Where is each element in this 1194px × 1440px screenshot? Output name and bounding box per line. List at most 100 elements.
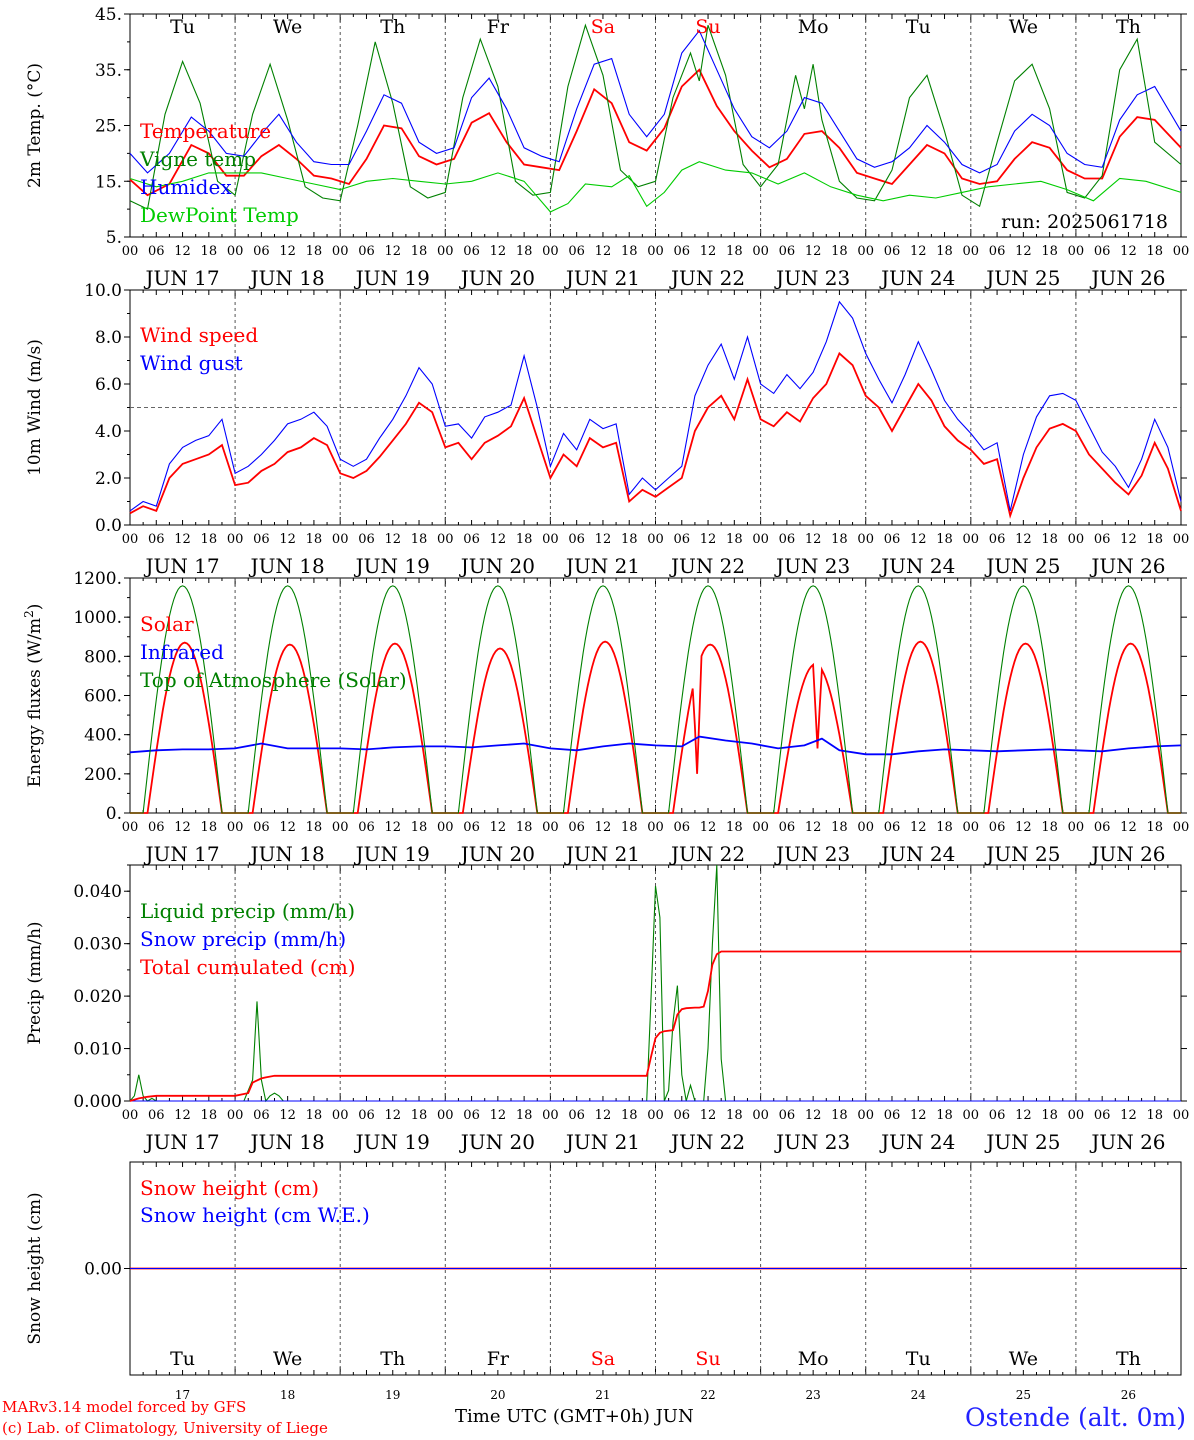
- weekday-label: Su: [695, 16, 720, 38]
- hour-label: 00: [332, 1108, 349, 1123]
- hour-label: 06: [253, 1108, 270, 1123]
- hour-label: 00: [752, 1108, 769, 1123]
- hour-label: 00: [332, 532, 349, 547]
- date-label: JUN 19: [354, 266, 430, 290]
- hour-label: 18: [516, 820, 533, 835]
- hour-label: 12: [805, 532, 822, 547]
- hour-label: 06: [1094, 244, 1111, 259]
- date-label: JUN 18: [249, 266, 325, 290]
- date-label: JUN 21: [564, 1130, 640, 1154]
- day-number-label: 23: [806, 1388, 821, 1402]
- hour-label: 06: [989, 532, 1006, 547]
- hour-label: 18: [726, 1108, 743, 1123]
- series-line-2: [129, 950, 1181, 1102]
- hour-label: 12: [1120, 1108, 1137, 1123]
- hour-label: 00: [122, 532, 139, 547]
- legend-entry: Infrared: [140, 640, 224, 664]
- hour-label: 00: [752, 532, 769, 547]
- hour-label: 00: [857, 244, 874, 259]
- hour-label: 18: [1146, 244, 1163, 259]
- legend-entry: Liquid precip (mm/h): [140, 899, 355, 923]
- y-tick-label: 6.0: [95, 375, 122, 395]
- hour-label: 00: [227, 532, 244, 547]
- hour-label: 12: [910, 532, 927, 547]
- hour-label: 00: [647, 244, 664, 259]
- hour-label: 12: [805, 1108, 822, 1123]
- weekday-label: Sa: [591, 16, 615, 38]
- x-axis-title: Time UTC (GMT+0h) JUN: [455, 1406, 694, 1427]
- y-tick-label: 0.030: [73, 935, 122, 955]
- hour-label: 06: [989, 820, 1006, 835]
- hour-label: 06: [148, 820, 165, 835]
- hour-label: 12: [700, 244, 717, 259]
- panel-2: [124, 289, 1187, 526]
- hour-label: 12: [490, 244, 507, 259]
- hour-label: 18: [1146, 1108, 1163, 1123]
- y-tick-label: 8.0: [95, 328, 122, 348]
- hour-label: 12: [174, 244, 191, 259]
- hour-label: 18: [936, 1108, 953, 1123]
- hour-label: 12: [174, 532, 191, 547]
- hour-label: 06: [779, 532, 796, 547]
- hour-label: 12: [279, 820, 296, 835]
- hour-label: 06: [358, 244, 375, 259]
- y-tick-label: 1200.: [73, 569, 122, 589]
- hour-label: 18: [306, 820, 323, 835]
- weekday-label: Th: [380, 16, 405, 38]
- weekday-label: Tu: [906, 16, 931, 38]
- panel-3: [124, 577, 1187, 814]
- hour-label: 12: [279, 532, 296, 547]
- hour-label: 18: [621, 1108, 638, 1123]
- y-tick-label: 15.: [95, 172, 122, 192]
- weekday-label: Su: [695, 1348, 720, 1370]
- weekday-label: Tu: [170, 1348, 195, 1370]
- hour-label: 00: [1173, 1108, 1190, 1123]
- y-axis-label: Precip (mm/h): [25, 921, 45, 1044]
- y-tick-label: 0.0: [95, 516, 122, 536]
- hour-label: 06: [674, 820, 691, 835]
- hour-label: 12: [700, 1108, 717, 1123]
- y-tick-label: 35.: [95, 61, 122, 81]
- legend-entry: Top of Atmosphere (Solar): [140, 668, 407, 692]
- y-tick-label: 10.0: [84, 281, 122, 301]
- y-tick-label: 5.: [106, 228, 122, 248]
- weekday-label: Th: [380, 1348, 405, 1370]
- hour-label: 06: [463, 1108, 480, 1123]
- y-tick-label: 1000.: [73, 608, 122, 628]
- hour-label: 00: [857, 820, 874, 835]
- hour-label: 06: [989, 1108, 1006, 1123]
- hour-label: 06: [358, 1108, 375, 1123]
- legend-entry: Snow height (cm W.E.): [140, 1203, 370, 1227]
- hour-label: 18: [411, 532, 428, 547]
- hour-label: 12: [805, 244, 822, 259]
- hour-label: 18: [411, 1108, 428, 1123]
- hour-label: 06: [568, 1108, 585, 1123]
- hour-label: 00: [857, 532, 874, 547]
- hour-label: 06: [779, 1108, 796, 1123]
- date-label: JUN 26: [1089, 1130, 1165, 1154]
- date-label: JUN 20: [459, 1130, 535, 1154]
- day-number-label: 17: [175, 1388, 190, 1402]
- date-label: JUN 21: [564, 266, 640, 290]
- date-label: JUN 26: [1089, 842, 1165, 866]
- date-label: JUN 20: [459, 842, 535, 866]
- series-line-1: [129, 23, 1182, 210]
- date-label: JUN 25: [984, 266, 1060, 290]
- hour-label: 18: [936, 532, 953, 547]
- date-label: JUN 17: [143, 842, 219, 866]
- hour-label: 00: [437, 1108, 454, 1123]
- y-axis-label: 10m Wind (m/s): [25, 339, 45, 476]
- hour-label: 18: [306, 244, 323, 259]
- date-label: JUN 26: [1089, 554, 1165, 578]
- hour-label: 12: [384, 244, 401, 259]
- date-label: JUN 18: [249, 842, 325, 866]
- hour-label: 06: [884, 1108, 901, 1123]
- weekday-label: Mo: [798, 1348, 829, 1370]
- hour-label: 12: [279, 1108, 296, 1123]
- series-line-1: [129, 300, 1182, 512]
- hour-label: 18: [411, 820, 428, 835]
- hour-label: 12: [1120, 244, 1137, 259]
- y-tick-label: 2.0: [95, 469, 122, 489]
- hour-label: 06: [463, 532, 480, 547]
- date-label: JUN 22: [669, 842, 745, 866]
